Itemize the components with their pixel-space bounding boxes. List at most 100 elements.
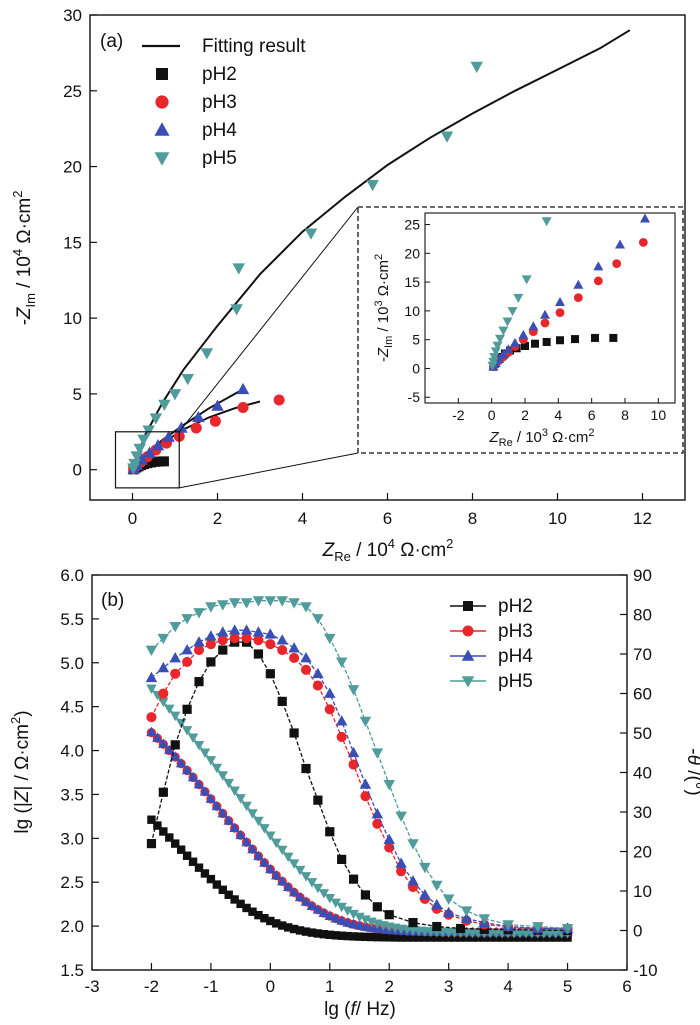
b-phase-point-pH2 bbox=[348, 874, 359, 884]
b-phase-point-pH5 bbox=[442, 894, 455, 905]
b-phase-point-pH5 bbox=[532, 922, 544, 933]
inset-point-pH4 bbox=[510, 337, 520, 347]
b-x-tick-label: 1 bbox=[325, 977, 334, 996]
b-modulus-point-pH5 bbox=[259, 824, 270, 834]
b-modulus-point-pH4 bbox=[181, 764, 193, 775]
b-phase-point-pH5 bbox=[217, 600, 229, 611]
inset-y-axis-label: -ZIm / 103 Ω·cm2 bbox=[373, 254, 395, 362]
b-phase-point-pH5 bbox=[383, 779, 395, 791]
b-y2-tick-label: 0 bbox=[633, 922, 642, 941]
b-phase-point-pH4 bbox=[193, 636, 205, 647]
b-modulus-point-pH4 bbox=[318, 907, 330, 918]
inset-y-tick-label: -5 bbox=[408, 389, 421, 405]
b-modulus-point-pH2 bbox=[408, 933, 418, 942]
b-modulus-point-pH4 bbox=[253, 850, 264, 861]
b-modulus-point-pH2 bbox=[242, 903, 251, 913]
b-phase-point-pH3 bbox=[277, 644, 288, 656]
b-modulus-point-pH2 bbox=[367, 932, 376, 942]
b-y2-tick-label: 40 bbox=[633, 764, 652, 783]
b-phase-point-pH5 bbox=[335, 657, 348, 668]
b-phase-point-pH5 bbox=[347, 685, 360, 696]
b-phase-point-pH4 bbox=[312, 667, 324, 679]
b-phase-point-pH4 bbox=[335, 715, 348, 726]
b-modulus-point-pH2 bbox=[361, 932, 370, 942]
b-modulus-point-pH2 bbox=[331, 931, 340, 940]
b-modulus-line-pH3 bbox=[150, 732, 568, 933]
b-modulus-point-pH2 bbox=[283, 923, 293, 932]
b-modulus-point-pH4 bbox=[205, 793, 217, 803]
b-modulus-point-pH4 bbox=[217, 807, 229, 818]
b-modulus-point-pH4 bbox=[265, 863, 276, 874]
panel-b-y2-axis-label: -θ /(°) bbox=[683, 748, 700, 795]
a-point-pH4 bbox=[151, 438, 165, 451]
b-modulus-point-pH2 bbox=[260, 914, 269, 923]
b-modulus-point-pH4 bbox=[342, 917, 353, 927]
a-point-pH4 bbox=[192, 410, 205, 423]
b-phase-point-pH5 bbox=[419, 862, 431, 874]
b-y-tick-label: 6.0 bbox=[60, 566, 84, 585]
b-x-tick-label: -2 bbox=[144, 977, 159, 996]
b-modulus-point-pH2 bbox=[301, 927, 311, 936]
b-modulus-point-pH2 bbox=[307, 928, 317, 937]
panel-a-label: (a) bbox=[100, 31, 123, 52]
inset-plot-frame bbox=[424, 212, 676, 404]
b-phase-point-pH2 bbox=[265, 669, 275, 679]
b-phase-point-pH5 bbox=[395, 811, 407, 822]
b-x-tick-label: 5 bbox=[563, 977, 572, 996]
b-phase-point-pH5 bbox=[460, 906, 473, 917]
b-y2-tick-label: 10 bbox=[633, 882, 652, 901]
b-modulus-point-pH4 bbox=[211, 800, 223, 811]
b-legend-label-pH3: pH3 bbox=[498, 621, 533, 642]
legend-fit-label: Fitting result bbox=[202, 36, 306, 57]
b-phase-point-pH2 bbox=[360, 890, 371, 900]
inset-point-pH4 bbox=[555, 297, 565, 307]
b-modulus-point-pH4 bbox=[164, 744, 175, 755]
a-point-pH4 bbox=[175, 421, 188, 433]
b-modulus-point-pH2 bbox=[343, 931, 352, 941]
b-phase-point-pH2 bbox=[325, 827, 335, 837]
b-modulus-point-pH5 bbox=[229, 786, 240, 797]
inset-point-pH2 bbox=[609, 333, 618, 342]
b-phase-point-pH5 bbox=[205, 602, 217, 613]
b-x-tick-label: -1 bbox=[203, 977, 218, 996]
b-modulus-point-pH2 bbox=[206, 874, 216, 884]
b-phase-point-pH5 bbox=[288, 598, 300, 609]
b-modulus-point-pH5 bbox=[235, 794, 246, 804]
b-phase-point-pH2 bbox=[170, 740, 180, 750]
b-modulus-point-pH5 bbox=[187, 733, 199, 743]
inset-point-pH5 bbox=[541, 217, 552, 227]
b-modulus-line-pH5 bbox=[150, 688, 568, 934]
panel-a-inset: -2 0 2 4 6 8 10 -5 0 5 10 15 20 25 ZRe / 103 Ω·cm2 -ZIm… bbox=[114, 206, 684, 489]
b-modulus-point-pH5 bbox=[318, 889, 330, 899]
b-phase-point-pH3 bbox=[182, 656, 193, 667]
b-modulus-point-pH4 bbox=[276, 875, 288, 886]
b-modulus-point-pH5 bbox=[324, 894, 336, 904]
b-phase-point-pH2 bbox=[372, 902, 382, 912]
b-modulus-point-pH2 bbox=[420, 933, 430, 942]
b-modulus-point-pH5 bbox=[265, 831, 276, 841]
inset-y-tick-label: 20 bbox=[404, 245, 420, 261]
b-phase-point-pH2 bbox=[182, 704, 192, 714]
b-phase-point-pH4 bbox=[395, 857, 407, 868]
b-y-tick-label: 5.0 bbox=[60, 654, 84, 673]
a-point-pH3 bbox=[190, 422, 202, 434]
inset-point-pH2 bbox=[542, 337, 551, 346]
b-phase-point-pH3 bbox=[360, 791, 371, 802]
b-modulus-point-pH2 bbox=[390, 933, 400, 942]
inset-point-pH4 bbox=[540, 309, 550, 319]
b-phase-point-pH3 bbox=[217, 635, 228, 646]
b-phase-point-pH2 bbox=[218, 645, 228, 655]
b-phase-point-pH5 bbox=[264, 596, 277, 607]
legend-label-pH4: pH4 bbox=[202, 120, 237, 141]
b-phase-point-pH2 bbox=[455, 923, 466, 934]
inset-x-tick-label: 4 bbox=[554, 407, 562, 423]
inset-point-pH2 bbox=[556, 336, 564, 345]
b-modulus-point-pH2 bbox=[176, 845, 186, 854]
a-point-pH5 bbox=[142, 425, 155, 437]
b-modulus-point-pH5 bbox=[300, 872, 312, 882]
b-modulus-point-pH2 bbox=[278, 921, 287, 930]
b-modulus-point-pH4 bbox=[223, 815, 234, 825]
b-modulus-point-pH2 bbox=[159, 827, 168, 836]
b-modulus-point-pH5 bbox=[164, 704, 175, 715]
